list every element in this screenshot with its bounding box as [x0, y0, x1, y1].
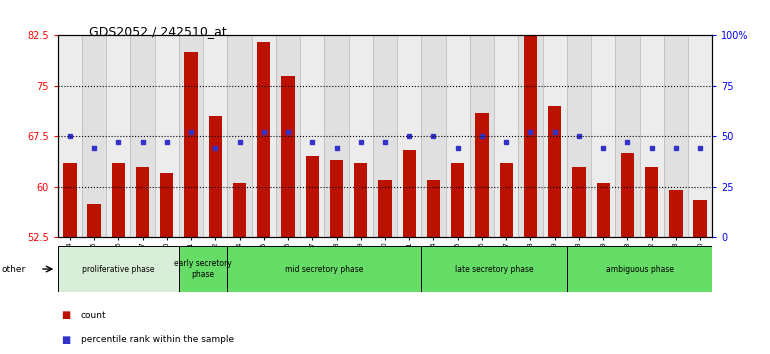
- Bar: [82, 35, 106, 237]
- Bar: [500, 163, 513, 237]
- Bar: [494, 35, 518, 237]
- Text: other: other: [2, 264, 25, 274]
- Bar: [591, 35, 615, 237]
- Bar: [645, 167, 658, 237]
- Bar: [130, 35, 155, 237]
- Bar: [300, 35, 324, 237]
- Bar: [136, 167, 149, 237]
- Bar: [621, 153, 634, 237]
- Text: GDS2052 / 242510_at: GDS2052 / 242510_at: [89, 25, 226, 38]
- Bar: [664, 35, 688, 237]
- Bar: [179, 246, 227, 292]
- Bar: [276, 35, 300, 237]
- Bar: [421, 35, 446, 237]
- Bar: [252, 35, 276, 237]
- Bar: [112, 163, 125, 237]
- Bar: [421, 246, 567, 292]
- Text: ■: ■: [62, 310, 71, 320]
- Bar: [597, 183, 610, 237]
- Bar: [397, 35, 421, 237]
- Bar: [63, 163, 76, 237]
- Text: late secretory phase: late secretory phase: [455, 264, 534, 274]
- Bar: [354, 163, 367, 237]
- Bar: [349, 35, 373, 237]
- Bar: [640, 35, 664, 237]
- Text: early secretory
phase: early secretory phase: [174, 259, 232, 279]
- Bar: [518, 35, 543, 237]
- Bar: [446, 35, 470, 237]
- Bar: [155, 35, 179, 237]
- Bar: [615, 35, 640, 237]
- Bar: [106, 35, 130, 237]
- Bar: [470, 35, 494, 237]
- Bar: [227, 246, 421, 292]
- Text: ■: ■: [62, 335, 71, 345]
- Bar: [669, 190, 682, 237]
- Bar: [209, 116, 222, 237]
- Text: ambiguous phase: ambiguous phase: [605, 264, 674, 274]
- Bar: [572, 167, 586, 237]
- Bar: [58, 35, 82, 237]
- Bar: [524, 25, 537, 237]
- Text: proliferative phase: proliferative phase: [82, 264, 155, 274]
- Bar: [257, 42, 270, 237]
- Bar: [160, 173, 173, 237]
- Text: percentile rank within the sample: percentile rank within the sample: [81, 335, 234, 344]
- Bar: [427, 180, 440, 237]
- Bar: [548, 106, 561, 237]
- Bar: [373, 35, 397, 237]
- Bar: [203, 35, 227, 237]
- Bar: [567, 35, 591, 237]
- Bar: [694, 200, 707, 237]
- Bar: [567, 246, 712, 292]
- Bar: [88, 204, 101, 237]
- Bar: [179, 35, 203, 237]
- Bar: [378, 180, 392, 237]
- Bar: [233, 183, 246, 237]
- Bar: [58, 246, 179, 292]
- Bar: [330, 160, 343, 237]
- Text: count: count: [81, 310, 106, 320]
- Bar: [543, 35, 567, 237]
- Text: mid secretory phase: mid secretory phase: [285, 264, 363, 274]
- Bar: [324, 35, 349, 237]
- Bar: [403, 150, 416, 237]
- Bar: [688, 35, 712, 237]
- Bar: [475, 113, 489, 237]
- Bar: [281, 76, 295, 237]
- Bar: [184, 52, 198, 237]
- Bar: [306, 156, 319, 237]
- Bar: [227, 35, 252, 237]
- Bar: [451, 163, 464, 237]
